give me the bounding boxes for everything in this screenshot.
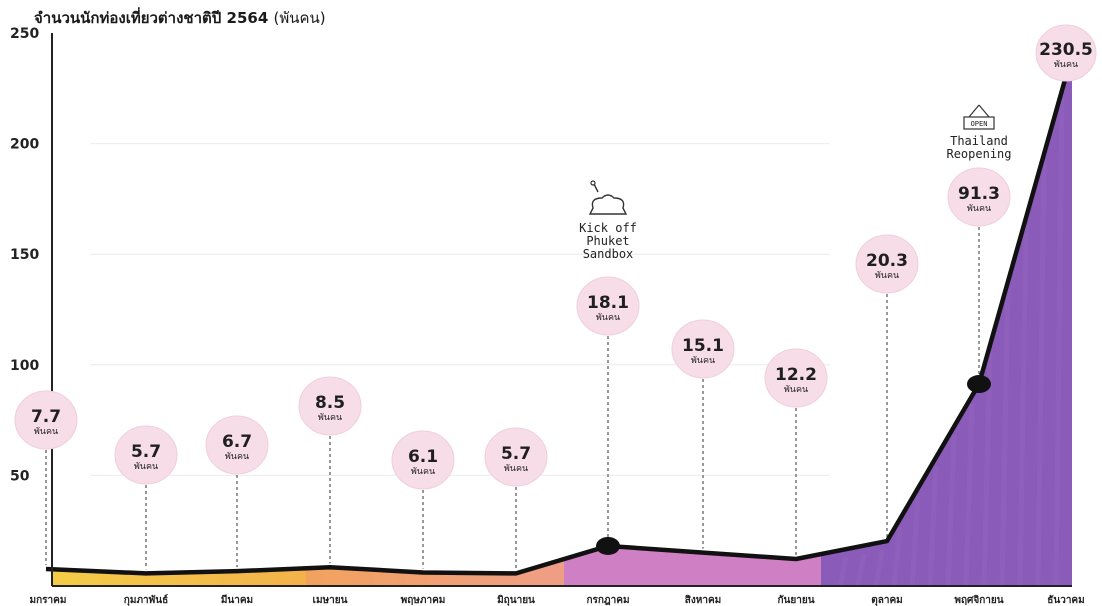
x-tick-label: สิงหาคม xyxy=(685,594,721,606)
area-band-oct-dec xyxy=(821,76,1072,586)
data-label-bubble xyxy=(576,276,640,336)
y-tick-label: 150 xyxy=(10,247,39,263)
area-texture xyxy=(855,553,867,587)
data-label-unit: พันคน xyxy=(34,427,58,437)
annotation-text: Thailand xyxy=(950,134,1008,148)
annotation-text: Sandbox xyxy=(583,247,634,261)
area-texture xyxy=(909,496,921,587)
data-label-bubble xyxy=(671,319,735,379)
area-band-apr-jun xyxy=(306,559,564,586)
data-label-unit: พันคน xyxy=(967,204,991,214)
x-tick-label: พฤษภาคม xyxy=(401,595,446,606)
data-label-bubble xyxy=(298,376,362,436)
data-label-unit: พันคน xyxy=(411,467,435,477)
annotation-text: Phuket xyxy=(586,234,629,248)
area-band-jul-sep xyxy=(564,545,821,586)
data-label-bubble xyxy=(484,427,548,487)
area-texture xyxy=(1017,225,1029,587)
data-label-value: 6.1 xyxy=(408,447,438,467)
chart-title-text: จำนวนนักท่องเที่ยวต่างชาติปี 2564 xyxy=(34,9,269,27)
data-label-value: 15.1 xyxy=(682,336,724,356)
data-label-unit: พันคน xyxy=(134,462,158,472)
data-label-unit: พันคน xyxy=(596,313,620,323)
x-tick-label: มิถุนายน xyxy=(497,594,535,606)
x-tick-label: ธันวาคม xyxy=(1047,594,1084,606)
data-label-unit: พันคน xyxy=(691,356,715,366)
annotation-text: Kick off xyxy=(579,221,637,235)
y-tick-label: 200 xyxy=(10,137,39,153)
area-texture xyxy=(1035,161,1047,587)
data-label-unit: พันคน xyxy=(504,464,528,474)
data-label-unit: พันคน xyxy=(784,385,808,395)
x-tick-label: กรกฎาคม xyxy=(586,595,629,606)
chart-title: จำนวนนักท่องเที่ยวต่างชาติปี 2564 (พันคน… xyxy=(34,6,326,30)
data-label-bubble xyxy=(947,167,1011,227)
data-label-value: 7.7 xyxy=(31,407,61,427)
open-sign-text: OPEN xyxy=(971,120,988,128)
y-tick-label: 250 xyxy=(10,26,39,42)
data-label-unit: พันคน xyxy=(318,413,342,423)
data-label-bubble xyxy=(764,348,828,408)
data-label-unit: พันคน xyxy=(875,271,899,281)
area-texture xyxy=(981,353,993,587)
data-label-value: 6.7 xyxy=(222,432,252,452)
x-tick-label: พฤศจิกายน xyxy=(954,594,1003,606)
series-marker-11 xyxy=(967,375,991,394)
y-tick-label: 100 xyxy=(10,358,39,374)
data-label-value: 8.5 xyxy=(315,393,345,413)
x-tick-label: กุมภาพันธ์ xyxy=(124,594,168,606)
x-tick-label: มีนาคม xyxy=(221,594,253,606)
area-texture xyxy=(963,403,975,587)
data-label-value: 5.7 xyxy=(131,442,161,462)
area-texture xyxy=(927,465,939,587)
data-label-value: 12.2 xyxy=(775,365,817,385)
area-texture xyxy=(1053,98,1065,587)
x-tick-label: เมษายน xyxy=(313,595,348,606)
data-label-bubble xyxy=(14,390,78,450)
chart-title-unit: (พันคน) xyxy=(273,9,326,27)
annotation-text: Reopening xyxy=(946,147,1011,161)
data-label-value: 20.3 xyxy=(866,251,908,271)
data-label-value: 230.5 xyxy=(1039,40,1093,60)
y-tick-label: 50 xyxy=(10,468,30,484)
data-label-bubble xyxy=(114,425,178,485)
data-label-bubble xyxy=(1035,24,1097,82)
x-tick-label: มกราคม xyxy=(30,595,67,606)
area-texture xyxy=(945,434,957,587)
series-marker-7 xyxy=(596,536,620,555)
area-texture xyxy=(999,289,1011,587)
series-line xyxy=(45,75,1069,576)
x-tick-label: กันยายน xyxy=(777,594,814,606)
data-label-unit: พันคน xyxy=(1054,60,1078,70)
data-label-unit: พันคน xyxy=(225,452,249,462)
data-label-bubble xyxy=(205,415,269,475)
chef-hat-icon xyxy=(588,180,628,215)
area-texture xyxy=(891,526,903,587)
data-label-value: 91.3 xyxy=(958,184,1000,204)
open-sign-icon: OPEN xyxy=(963,104,995,130)
x-tick-label: ตุลาคม xyxy=(871,595,903,606)
area-texture xyxy=(837,556,849,587)
data-label-bubble xyxy=(391,430,455,490)
data-label-value: 18.1 xyxy=(587,293,629,313)
data-label-bubble xyxy=(855,234,919,294)
data-label-value: 5.7 xyxy=(501,444,531,464)
area-texture xyxy=(873,549,885,587)
